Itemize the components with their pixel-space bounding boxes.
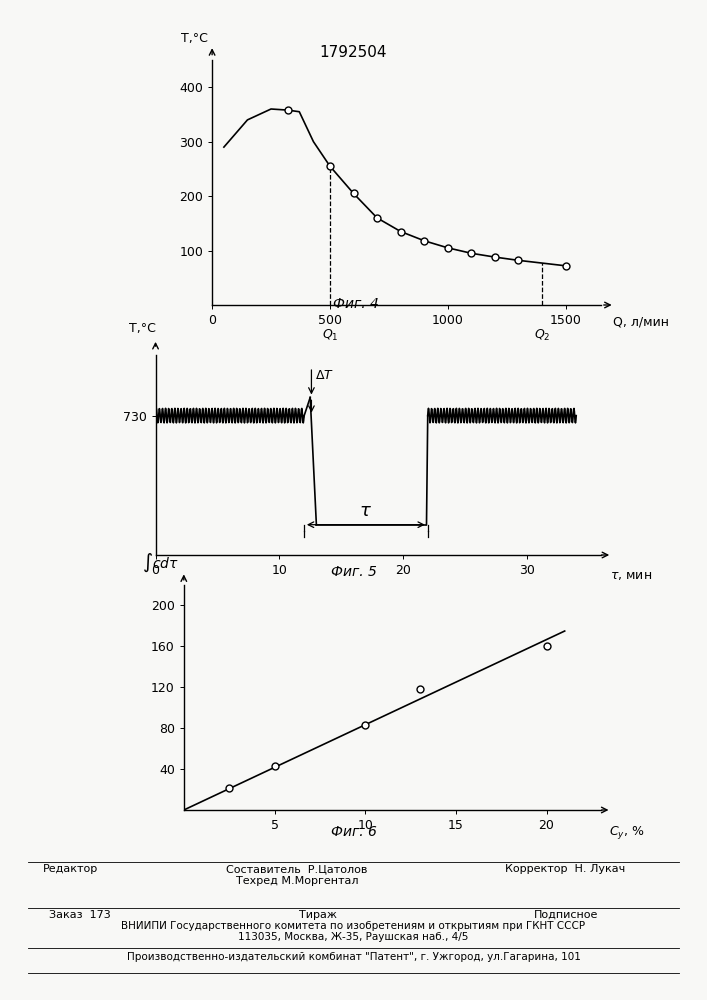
Text: 113035, Москва, Ж-35, Раушская наб., 4/5: 113035, Москва, Ж-35, Раушская наб., 4/5 <box>238 932 469 942</box>
Text: $\tau$, мин: $\tau$, мин <box>610 568 652 582</box>
Text: Техред М.Моргентал: Техред М.Моргентал <box>235 876 358 886</box>
Text: $\tau$: $\tau$ <box>359 502 373 520</box>
Text: Тираж: Тираж <box>299 910 337 920</box>
Text: Фиг. 4: Фиг. 4 <box>333 297 379 311</box>
Text: Редактор: Редактор <box>42 864 98 874</box>
Text: T,°C: T,°C <box>181 32 208 45</box>
Text: 1792504: 1792504 <box>320 45 387 60</box>
Text: $Q_1$: $Q_1$ <box>322 328 338 343</box>
Text: $Q_2$: $Q_2$ <box>534 328 550 343</box>
Text: Подписное: Подписное <box>533 910 598 920</box>
Text: $\int cd\tau$: $\int cd\tau$ <box>142 551 179 574</box>
Text: ВНИИПИ Государственного комитета по изобретениям и открытиям при ГКНТ СССР: ВНИИПИ Государственного комитета по изоб… <box>122 921 585 931</box>
Text: Фиг. 5: Фиг. 5 <box>331 565 376 579</box>
Text: Q, л/мин: Q, л/мин <box>612 316 669 329</box>
Text: Заказ  173: Заказ 173 <box>49 910 111 920</box>
Text: Производственно-издательский комбинат "Патент", г. Ужгород, ул.Гагарина, 101: Производственно-издательский комбинат "П… <box>127 952 580 962</box>
Text: Составитель  Р.Цатолов: Составитель Р.Цатолов <box>226 864 368 874</box>
Text: T,°C: T,°C <box>129 322 156 335</box>
Text: $\Delta T$: $\Delta T$ <box>315 369 334 382</box>
Text: Фиг. 6: Фиг. 6 <box>331 825 376 839</box>
Text: $C_y$, %: $C_y$, % <box>609 824 645 841</box>
Text: Корректор  Н. Лукач: Корректор Н. Лукач <box>506 864 626 874</box>
